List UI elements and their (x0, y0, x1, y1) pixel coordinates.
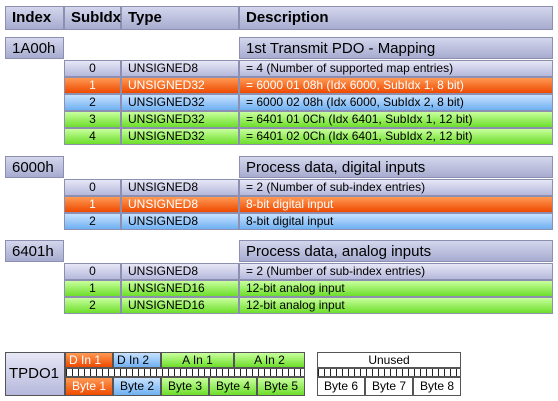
pdo-entry-a-in-2: A In 2 (234, 352, 305, 368)
pdo-byte-6: Byte 6 (317, 377, 365, 396)
header-subidx: SubIdx (64, 6, 121, 30)
table-row-type: UNSIGNED16 (121, 280, 239, 297)
table-row-description: 8-bit digital input (239, 196, 553, 213)
pdo-byte-1: Byte 1 (65, 377, 113, 396)
table-row-type: UNSIGNED8 (121, 213, 239, 230)
header-index: Index (5, 6, 64, 30)
table-row-type: UNSIGNED8 (121, 196, 239, 213)
table-row-type: UNSIGNED16 (121, 297, 239, 314)
pdo-byte-3: Byte 3 (161, 377, 209, 396)
table-row-description: 8-bit digital input (239, 213, 553, 230)
table-row-type: UNSIGNED32 (121, 77, 239, 94)
header-type: Type (121, 6, 239, 30)
group-title-mapping: 1st Transmit PDO - Mapping (239, 37, 553, 59)
table-row-subidx: 1 (64, 77, 121, 94)
table-row-type: UNSIGNED32 (121, 128, 239, 145)
pdo-entry-d-in-1: D In 1 (65, 352, 113, 368)
table-row-subidx: 2 (64, 94, 121, 111)
table-row-description: = 2 (Number of sub-index entries) (239, 263, 553, 280)
table-row-subidx: 1 (64, 280, 121, 297)
group-title-analog-inputs: Process data, analog inputs (239, 240, 553, 262)
table-row-type: UNSIGNED32 (121, 111, 239, 128)
table-row-type: UNSIGNED8 (121, 179, 239, 196)
table-row-description: = 6000 01 08h (Idx 6000, SubIdx 1, 8 bit… (239, 77, 553, 94)
table-row-description: = 4 (Number of supported map entries) (239, 60, 553, 77)
pdo-label: TPDO1 (5, 352, 65, 396)
table-row-description: = 2 (Number of sub-index entries) (239, 179, 553, 196)
table-row-subidx: 1 (64, 196, 121, 213)
header-description: Description (239, 6, 553, 30)
pdo-byte-7: Byte 7 (365, 377, 413, 396)
table-row-subidx: 2 (64, 213, 121, 230)
pdo-byte-8: Byte 8 (413, 377, 461, 396)
pdo-byte-2: Byte 2 (113, 377, 161, 396)
table-row-subidx: 4 (64, 128, 121, 145)
group-title-digital-inputs: Process data, digital inputs (239, 156, 553, 178)
pdo-entry-a-in-1: A In 1 (161, 352, 234, 368)
table-row-type: UNSIGNED32 (121, 94, 239, 111)
group-index-6000: 6000h (5, 156, 64, 178)
table-row-subidx: 0 (64, 179, 121, 196)
table-row-subidx: 0 (64, 60, 121, 77)
group-index-6401: 6401h (5, 240, 64, 262)
pdo-unused-label: Unused (317, 352, 461, 368)
table-row-type: UNSIGNED8 (121, 60, 239, 77)
table-row-subidx: 3 (64, 111, 121, 128)
pdo-entry-d-in-2: D In 2 (113, 352, 161, 368)
table-row-subidx: 2 (64, 297, 121, 314)
bit-ruler-unused (317, 368, 461, 377)
table-row-subidx: 0 (64, 263, 121, 280)
table-row-description: = 6000 02 08h (Idx 6000, SubIdx 2, 8 bit… (239, 94, 553, 111)
group-index-1a00: 1A00h (5, 37, 64, 59)
table-row-type: UNSIGNED8 (121, 263, 239, 280)
bit-ruler (65, 368, 305, 377)
pdo-byte-4: Byte 4 (209, 377, 257, 396)
table-row-description: 12-bit analog input (239, 297, 553, 314)
table-row-description: = 6401 01 0Ch (Idx 6401, SubIdx 1, 12 bi… (239, 111, 553, 128)
table-row-description: 12-bit analog input (239, 280, 553, 297)
table-row-description: = 6401 02 0Ch (Idx 6401, SubIdx 2, 12 bi… (239, 128, 553, 145)
pdo-byte-5: Byte 5 (257, 377, 305, 396)
